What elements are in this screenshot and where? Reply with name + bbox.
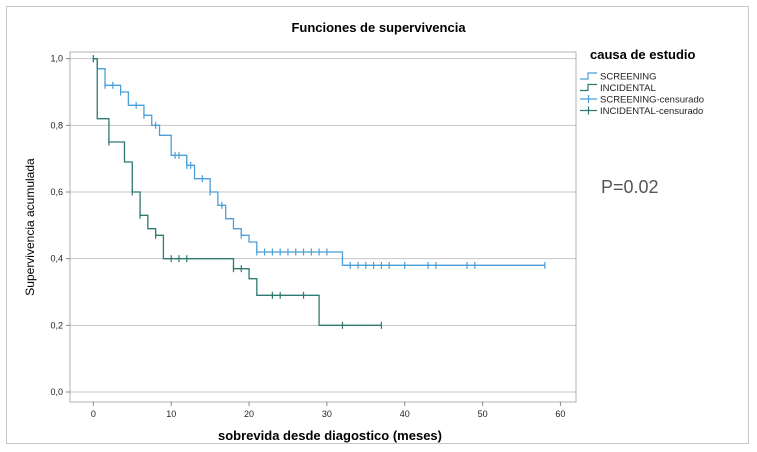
axes: 0,0 0,2 0,4 0,6 0,8 1,0 0 10 20 30 40 50 60 <box>50 51 577 419</box>
x-axis-label: sobrevida desde diagostico (meses) <box>218 428 442 443</box>
legend-title: causa de estudio <box>590 47 696 62</box>
x-tick-label: 50 <box>478 409 488 419</box>
y-tick-label: 0,6 <box>50 187 63 197</box>
x-tick-label: 10 <box>166 409 176 419</box>
y-axis-label-container: Supervivencia acumulada <box>18 62 42 392</box>
chart-title: Funciones de supervivencia <box>291 20 466 35</box>
x-tick-label: 60 <box>555 409 565 419</box>
grid-lines <box>70 58 576 393</box>
legend-label: SCREENING <box>600 72 656 83</box>
legend-swatch-line <box>580 72 597 80</box>
series-line-incidental <box>93 58 382 326</box>
legend-label: SCREENING-censurado <box>600 95 704 106</box>
x-tick-label: 30 <box>322 409 332 419</box>
plot-area-border <box>69 51 577 403</box>
p-value-annotation: P=0.02 <box>601 177 659 197</box>
y-tick-label: 1,0 <box>50 54 63 64</box>
x-tick-label: 0 <box>91 409 96 419</box>
legend: SCREENINGINCIDENTALSCREENING-censuradoIN… <box>580 72 704 117</box>
y-tick-label: 0,2 <box>50 320 63 330</box>
chart-frame <box>6 6 749 444</box>
legend-label: INCIDENTAL-censurado <box>600 106 703 117</box>
x-tick-label: 20 <box>244 409 254 419</box>
x-tick-label: 40 <box>400 409 410 419</box>
y-tick-label: 0,4 <box>50 254 63 264</box>
y-tick-label: 0,8 <box>50 120 63 130</box>
legend-swatch-line <box>580 83 597 92</box>
series-lines <box>92 55 546 329</box>
series-line-screening <box>93 58 545 266</box>
y-axis-label: Supervivencia acumulada <box>23 158 37 296</box>
y-tick-label: 0,0 <box>50 387 63 397</box>
legend-label: INCIDENTAL <box>600 83 656 94</box>
